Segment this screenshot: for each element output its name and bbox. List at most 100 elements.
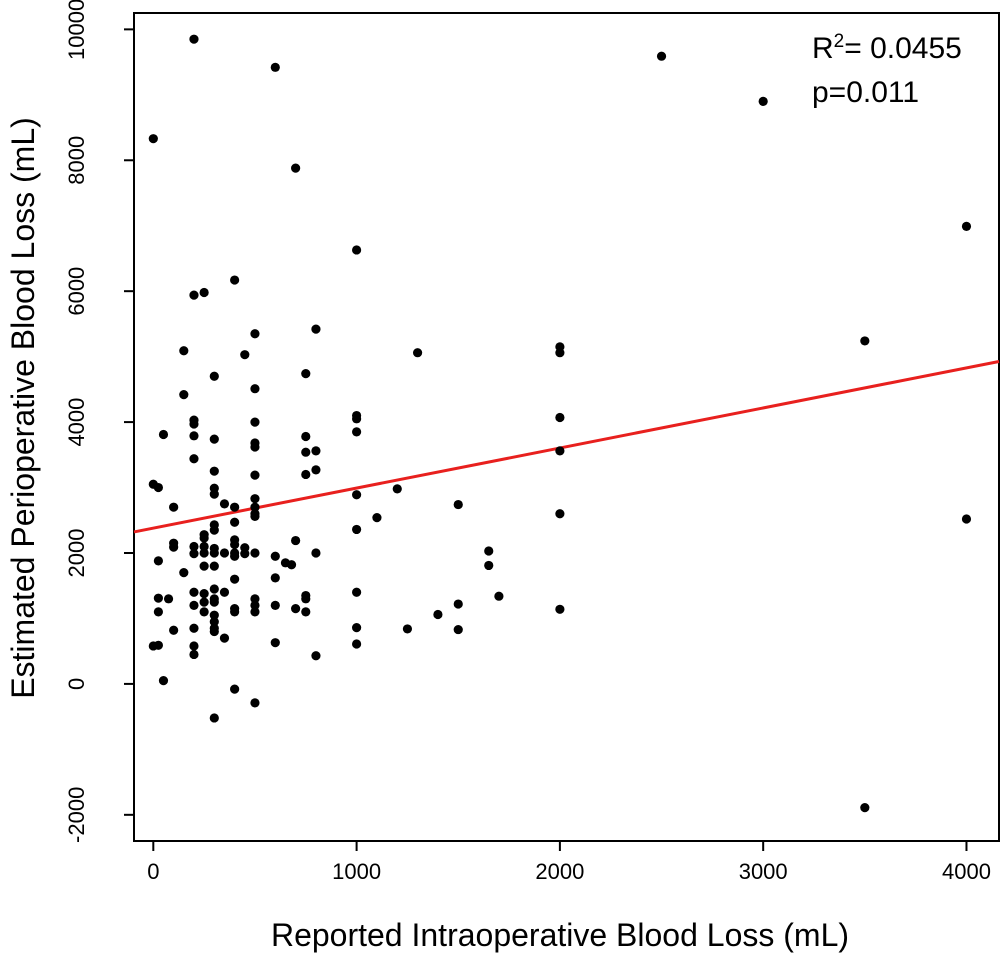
data-point bbox=[555, 412, 565, 423]
data-point bbox=[494, 591, 504, 601]
regression-line-group bbox=[133, 360, 1000, 534]
data-point bbox=[250, 600, 260, 610]
data-point bbox=[209, 617, 219, 627]
data-point bbox=[219, 548, 230, 558]
data-point bbox=[555, 604, 565, 614]
data-point bbox=[230, 574, 240, 584]
data-point bbox=[209, 626, 219, 637]
data-point bbox=[209, 610, 219, 620]
data-point bbox=[240, 350, 250, 360]
data-point bbox=[352, 623, 362, 633]
y-tick-label: 0 bbox=[64, 678, 89, 690]
data-point bbox=[311, 465, 321, 475]
data-point bbox=[291, 535, 301, 546]
data-point bbox=[758, 96, 768, 106]
data-point bbox=[311, 651, 321, 661]
data-point bbox=[270, 62, 280, 72]
data-point bbox=[199, 548, 209, 558]
data-point bbox=[250, 548, 260, 558]
data-point bbox=[219, 587, 230, 597]
data-point bbox=[199, 541, 209, 552]
data-point bbox=[189, 419, 199, 429]
y-tick-label: 10000 bbox=[64, 0, 89, 60]
data-point bbox=[250, 511, 260, 521]
x-tick-label: 2000 bbox=[535, 859, 584, 884]
data-point bbox=[199, 607, 209, 617]
data-point bbox=[158, 676, 169, 686]
data-point bbox=[153, 556, 163, 566]
data-point bbox=[179, 390, 189, 400]
data-point bbox=[230, 502, 240, 512]
y-tick-label: 2000 bbox=[64, 529, 89, 578]
y-axis-title: Estimated Perioperative Blood Loss (mL) bbox=[5, 117, 41, 699]
data-point bbox=[961, 221, 972, 231]
data-point bbox=[169, 542, 179, 552]
data-point bbox=[311, 548, 321, 558]
data-point bbox=[189, 431, 199, 441]
data-point bbox=[230, 607, 240, 617]
data-point bbox=[189, 641, 199, 651]
data-point bbox=[179, 346, 189, 356]
data-point bbox=[189, 454, 199, 464]
data-point bbox=[352, 639, 362, 649]
data-point bbox=[286, 560, 297, 570]
x-axis-title: Reported Intraoperative Blood Loss (mL) bbox=[271, 917, 849, 953]
data-point bbox=[209, 713, 219, 723]
data-point bbox=[240, 549, 250, 559]
data-point bbox=[250, 607, 260, 617]
data-point bbox=[153, 607, 163, 617]
data-point bbox=[169, 502, 179, 512]
data-point bbox=[860, 803, 870, 813]
data-point bbox=[453, 624, 463, 635]
data-point bbox=[372, 513, 382, 523]
data-point bbox=[153, 593, 163, 603]
data-point bbox=[270, 551, 280, 561]
data-point bbox=[301, 431, 311, 442]
regression-line bbox=[133, 360, 1000, 534]
data-point bbox=[301, 369, 311, 379]
data-point bbox=[219, 499, 230, 509]
y-tick-label: -2000 bbox=[64, 787, 89, 843]
data-point bbox=[209, 466, 219, 476]
data-point bbox=[301, 594, 311, 604]
data-point bbox=[209, 548, 219, 558]
data-point bbox=[484, 560, 494, 571]
data-point bbox=[199, 597, 209, 607]
data-point bbox=[311, 324, 321, 334]
data-point bbox=[158, 429, 169, 440]
y-tick-label: 6000 bbox=[64, 267, 89, 316]
data-point bbox=[291, 163, 301, 173]
p-value-annotation: p=0.011 bbox=[812, 76, 919, 109]
data-point bbox=[656, 51, 667, 61]
data-point bbox=[301, 469, 311, 480]
data-point bbox=[555, 348, 565, 358]
data-point bbox=[301, 607, 311, 617]
data-point bbox=[189, 623, 199, 633]
data-point bbox=[209, 371, 219, 381]
data-point bbox=[230, 517, 240, 527]
data-point bbox=[209, 584, 219, 594]
data-point bbox=[250, 417, 260, 427]
y-tick-label: 8000 bbox=[64, 136, 89, 185]
data-point bbox=[555, 509, 565, 519]
data-point bbox=[291, 604, 301, 614]
data-point bbox=[199, 533, 209, 543]
r-squared-annotation: R2= 0.0455 bbox=[812, 31, 962, 65]
data-point bbox=[352, 427, 362, 437]
data-point bbox=[352, 490, 362, 500]
data-point bbox=[189, 34, 199, 44]
y-axis: -2000 0 2000 4000 6000 8000 10000 bbox=[64, 0, 134, 843]
x-tick-label: 1000 bbox=[332, 859, 381, 884]
data-point bbox=[189, 600, 199, 610]
y-tick-label: 4000 bbox=[64, 398, 89, 447]
data-point bbox=[352, 587, 362, 597]
data-point bbox=[352, 524, 362, 535]
data-point bbox=[179, 568, 189, 578]
data-point bbox=[153, 482, 163, 493]
data-point bbox=[163, 594, 174, 604]
data-point bbox=[392, 484, 402, 494]
data-point bbox=[412, 348, 423, 358]
data-point bbox=[189, 587, 199, 597]
data-point bbox=[199, 561, 209, 571]
